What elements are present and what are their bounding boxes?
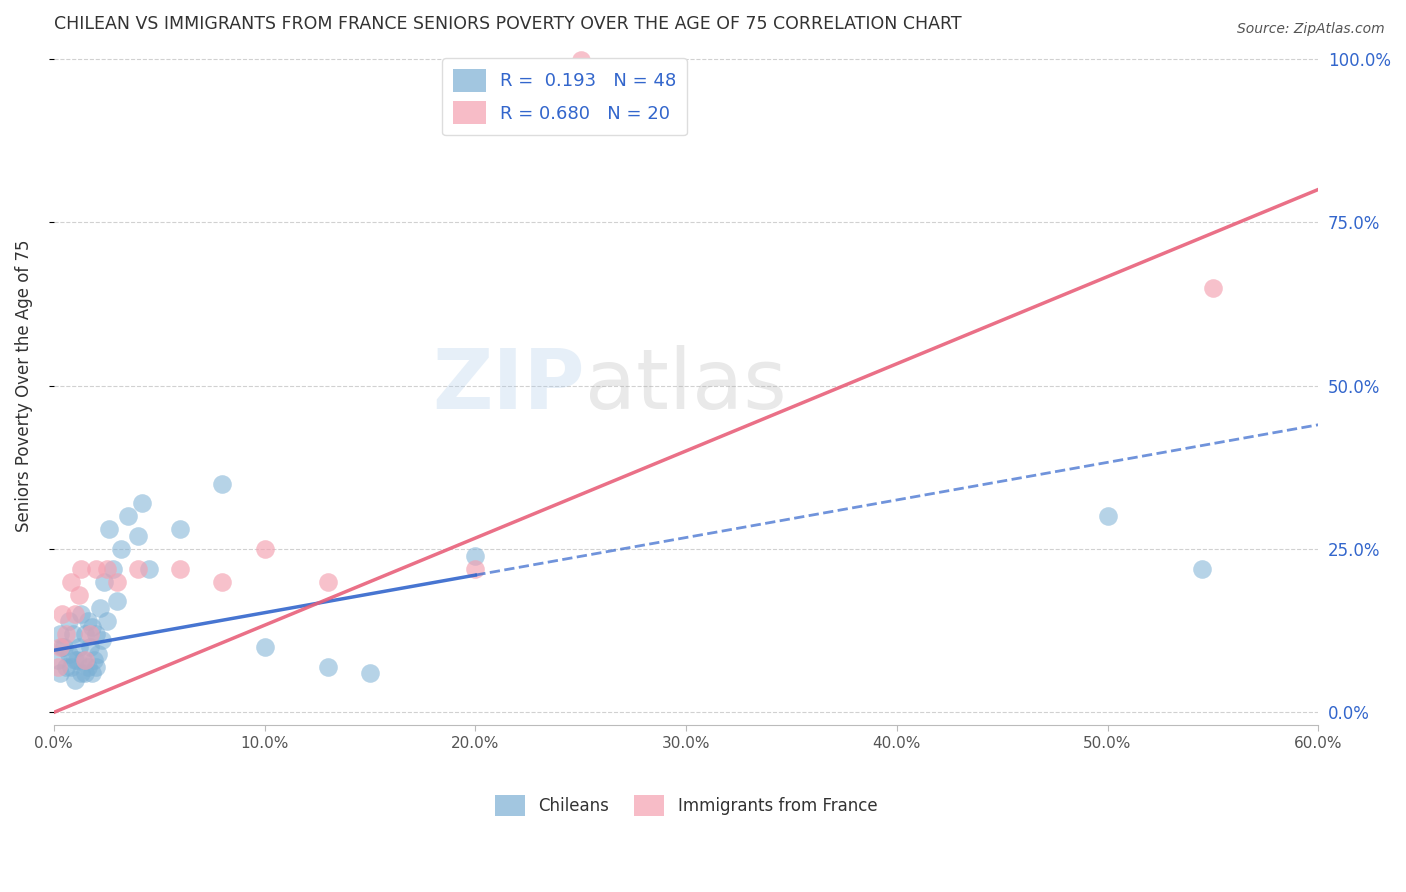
Point: [93, 574, 115, 589]
Point: [97, 522, 120, 536]
Point: [211, 574, 233, 589]
Point: [63, 673, 86, 687]
Point: [87, 647, 110, 661]
Point: [1097, 509, 1119, 524]
Point: [70, 607, 93, 622]
Point: [55, 659, 77, 673]
Point: [76, 659, 98, 673]
Point: [89, 600, 111, 615]
Point: [464, 561, 486, 575]
Point: [51, 640, 73, 654]
Point: [101, 561, 124, 575]
Point: [49, 666, 72, 681]
Point: [55, 627, 77, 641]
Point: [59, 659, 82, 673]
Legend: Chileans, Immigrants from France: Chileans, Immigrants from France: [488, 789, 884, 823]
Point: [138, 561, 160, 575]
Point: [63, 653, 86, 667]
Point: [70, 561, 93, 575]
Point: [105, 594, 128, 608]
Point: [84, 659, 107, 673]
Point: [58, 614, 80, 628]
Point: [127, 529, 149, 543]
Point: [127, 561, 149, 575]
Point: [80, 666, 103, 681]
Point: [131, 496, 153, 510]
Point: [84, 561, 107, 575]
Text: CHILEAN VS IMMIGRANTS FROM FRANCE SENIORS POVERTY OVER THE AGE OF 75 CORRELATION: CHILEAN VS IMMIGRANTS FROM FRANCE SENIOR…: [53, 15, 962, 33]
Point: [96, 561, 118, 575]
Point: [46, 653, 69, 667]
Point: [316, 659, 339, 673]
Point: [75, 653, 97, 667]
Point: [464, 549, 486, 563]
Point: [80, 620, 103, 634]
Point: [110, 541, 132, 556]
Point: [75, 666, 97, 681]
Point: [1191, 561, 1213, 575]
Point: [569, 53, 592, 67]
Point: [169, 522, 191, 536]
Text: atlas: atlas: [585, 345, 786, 426]
Point: [66, 653, 89, 667]
Point: [53, 640, 76, 654]
Point: [70, 666, 93, 681]
Point: [84, 627, 107, 641]
Point: [79, 640, 101, 654]
Point: [67, 588, 90, 602]
Point: [49, 640, 72, 654]
Point: [63, 607, 86, 622]
Point: [59, 574, 82, 589]
Point: [91, 633, 114, 648]
Point: [51, 607, 73, 622]
Point: [67, 640, 90, 654]
Point: [75, 627, 97, 641]
Point: [49, 627, 72, 641]
Point: [169, 561, 191, 575]
Point: [253, 541, 276, 556]
Point: [58, 647, 80, 661]
Point: [253, 640, 276, 654]
Point: [211, 476, 233, 491]
Point: [79, 627, 101, 641]
Point: [46, 659, 69, 673]
Text: Source: ZipAtlas.com: Source: ZipAtlas.com: [1237, 22, 1385, 37]
Point: [72, 653, 94, 667]
Point: [117, 509, 139, 524]
Text: ZIP: ZIP: [433, 345, 585, 426]
Point: [83, 653, 105, 667]
Point: [62, 627, 84, 641]
Point: [105, 574, 128, 589]
Point: [1202, 280, 1225, 294]
Point: [96, 614, 118, 628]
Y-axis label: Seniors Poverty Over the Age of 75: Seniors Poverty Over the Age of 75: [15, 239, 32, 532]
Point: [359, 666, 381, 681]
Point: [316, 574, 339, 589]
Point: [76, 614, 98, 628]
